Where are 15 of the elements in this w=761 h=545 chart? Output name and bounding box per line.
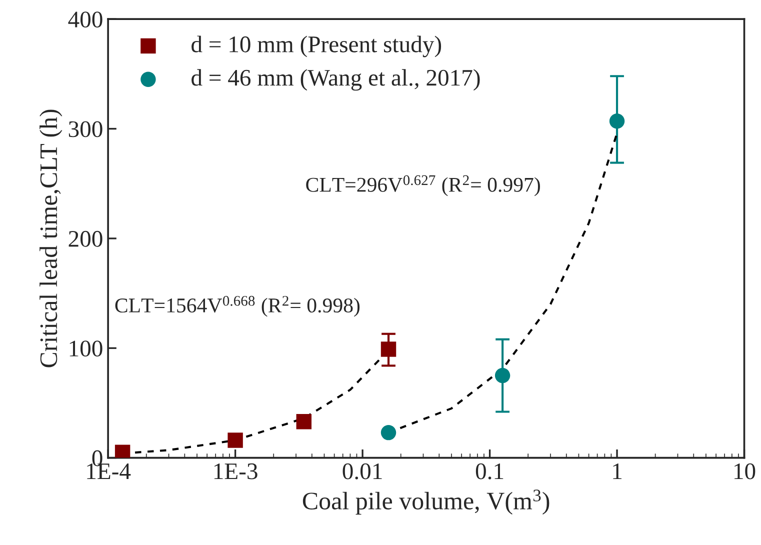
y-axis-title: Critical lead time,CLT (h) [40, 110, 62, 368]
x-tick-label: 0.01 [342, 463, 382, 480]
x-tick-label: 10 [734, 463, 756, 480]
y-tick-label: 200 [68, 230, 102, 247]
x-tick-label: 1 [613, 463, 622, 480]
legend-label: d = 10 mm (Present study) [192, 36, 442, 58]
annotation: CLT=1564V$^{0.668}$ (R$^{2}$= 0.998) [115, 296, 360, 317]
x-tick-label: 1E-3 [214, 463, 258, 480]
x-axis-title: Coal pile volume, V(m$^{3}$) [302, 490, 550, 515]
legend-label: d = 46 mm (Wang et al., 2017) [192, 69, 480, 91]
y-tick-label: 300 [68, 121, 102, 138]
x-tick-label: 0.1 [476, 463, 504, 480]
y-tick-label: 100 [70, 340, 102, 357]
annotation: CLT=296V$^{0.627}$ (R$^{2}$= 0.997) [306, 175, 540, 196]
y-tick-label: 400 [68, 12, 102, 28]
